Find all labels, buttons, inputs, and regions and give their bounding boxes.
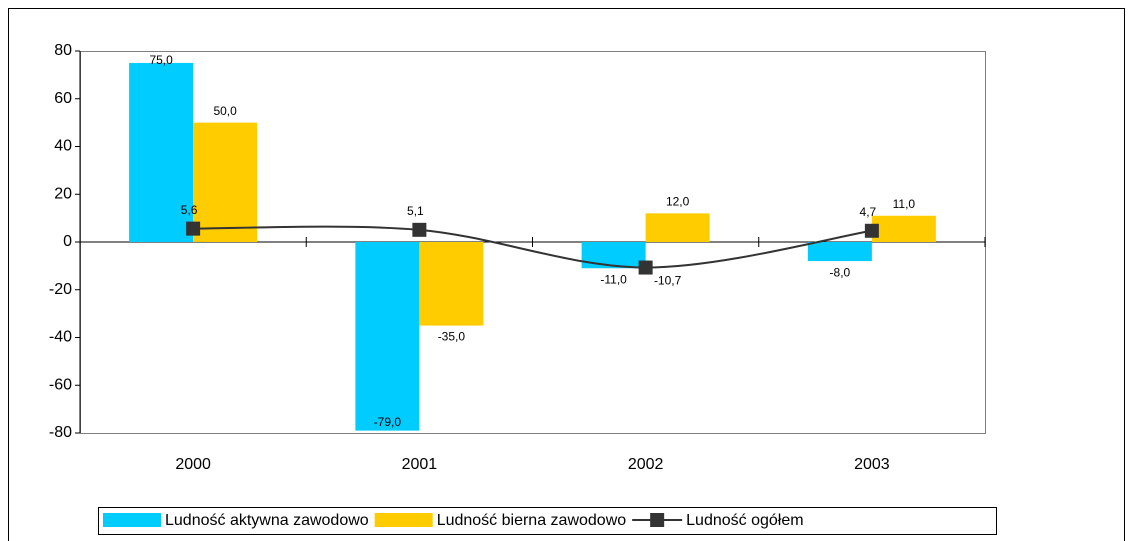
value-label: 4,7	[860, 205, 877, 219]
value-label: -35,0	[438, 330, 466, 344]
bar	[807, 242, 872, 262]
y-tick-label: 80	[54, 42, 72, 59]
bar	[581, 242, 646, 269]
y-tick-label: 0	[63, 233, 72, 250]
x-tick-label: 2003	[854, 456, 890, 473]
line-marker	[186, 221, 201, 236]
value-label: -10,7	[654, 274, 682, 288]
bar	[645, 213, 710, 242]
value-label: -11,0	[600, 272, 627, 286]
y-tick-label: -20	[49, 281, 72, 298]
legend-label: Ludność ogółem	[686, 512, 803, 529]
bar	[419, 242, 484, 326]
y-tick-label: 20	[54, 185, 72, 202]
line-marker	[638, 260, 653, 275]
x-tick-label: 2000	[175, 456, 211, 473]
y-tick-label: -80	[49, 424, 72, 441]
bar	[129, 62, 194, 242]
bar	[871, 215, 936, 242]
line	[193, 225, 873, 269]
legend-label: Ludność bierna zawodowo	[437, 512, 627, 529]
legend-swatch	[103, 513, 161, 527]
value-label: -79,0	[374, 415, 402, 429]
bar	[193, 122, 258, 242]
line-marker	[864, 223, 879, 238]
value-label: 50,0	[213, 104, 237, 118]
x-tick-label: 2001	[402, 456, 438, 473]
value-label: 5,1	[407, 204, 424, 218]
value-label: 75,0	[149, 53, 173, 67]
y-tick-label: 60	[54, 90, 72, 107]
y-tick-label: 40	[54, 138, 72, 155]
y-tick-label: -60	[49, 376, 72, 393]
value-label: 11,0	[893, 197, 916, 211]
line-marker	[412, 222, 427, 237]
x-tick-label: 2002	[628, 456, 664, 473]
value-label: 12,0	[666, 195, 690, 209]
legend-label: Ludność aktywna zawodowo	[165, 512, 369, 529]
legend-box	[98, 507, 997, 535]
value-label: -8,0	[830, 265, 851, 279]
value-label: 5,6	[181, 203, 198, 217]
bar	[355, 242, 420, 431]
legend-swatch	[374, 513, 433, 527]
legend-marker	[650, 513, 665, 527]
y-tick-label: -40	[49, 329, 72, 346]
